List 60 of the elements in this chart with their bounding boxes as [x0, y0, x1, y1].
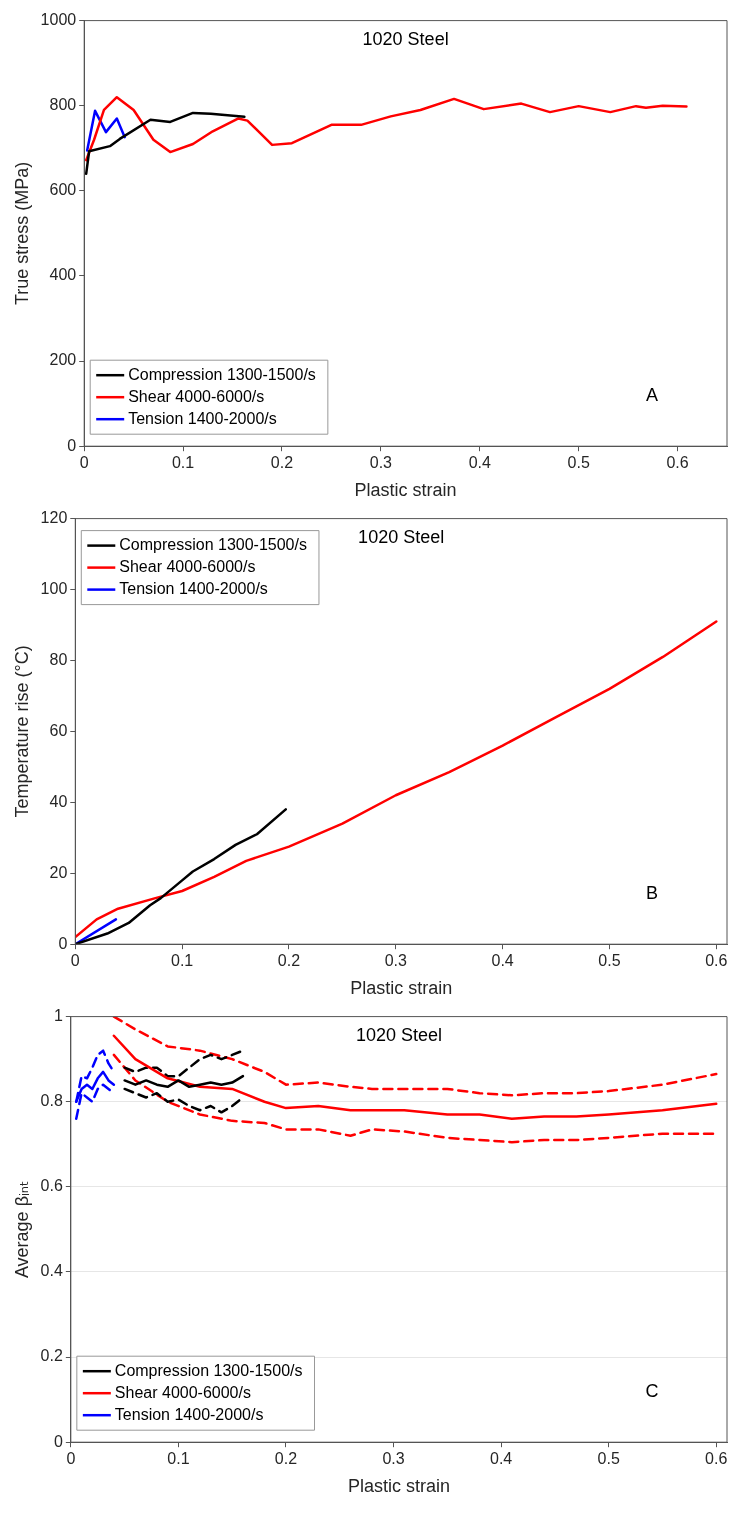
legend-label: Tension 1400-2000/s: [119, 580, 268, 598]
x-tick-label: 0.3: [382, 1450, 405, 1468]
y-tick-label: 1000: [40, 11, 77, 29]
legend-label: Shear 4000-6000/s: [114, 1383, 251, 1401]
y-tick-label: 800: [49, 96, 77, 114]
x-tick-label: 0.1: [171, 454, 195, 472]
legend-label: Compression 1300-1500/s: [128, 365, 316, 383]
annotation: C: [645, 1381, 659, 1402]
legend-label: Tension 1400-2000/s: [128, 409, 277, 427]
x-tick-label: 0.5: [597, 1450, 620, 1468]
legend-label: Tension 1400-2000/s: [114, 1405, 264, 1423]
y-tick-label: 0.4: [40, 1262, 63, 1280]
annotation: A: [645, 385, 659, 406]
text: 1020 Steel: [362, 28, 449, 49]
annotation: B: [645, 883, 659, 904]
y-tick-label: 0: [58, 934, 68, 952]
x-axis-title: Plastic strain: [347, 1476, 450, 1497]
y-tick-label: 600: [49, 181, 77, 199]
legend-label: Shear 4000-6000/s: [119, 558, 256, 576]
x-tick-label: 0.1: [167, 1450, 190, 1468]
x-tick-label: 0.2: [277, 952, 301, 970]
x-tick-label: 0.4: [468, 454, 491, 472]
y-tick-label: 40: [49, 792, 68, 810]
y-axis-title: True stress (MPa): [11, 161, 32, 306]
x-tick-label: 0.2: [274, 1450, 298, 1468]
y-tick-label: 0.6: [40, 1177, 63, 1195]
y-tick-label: 200: [49, 351, 77, 369]
x-tick-label: 0.6: [705, 952, 728, 970]
y-tick-label: 1: [53, 1007, 63, 1025]
y-tick-label: 80: [49, 650, 68, 668]
y-tick-label: 20: [49, 863, 68, 881]
line-series: [112, 1016, 718, 1097]
y-tick-label: 120: [40, 509, 68, 527]
legend-label: Compression 1300-1500/s: [119, 536, 307, 554]
legend-label: Compression 1300-1500/s: [114, 1361, 303, 1379]
x-tick-label: 0.4: [489, 1450, 513, 1468]
x-tick-label: 0.6: [666, 454, 689, 472]
text: 1020 Steel: [355, 1024, 442, 1045]
x-tick-label: 0.3: [384, 952, 408, 970]
legend-label: Shear 4000-6000/s: [128, 387, 265, 405]
x-axis-title: Plastic strain: [350, 978, 453, 999]
y-tick-label: 0.2: [40, 1347, 63, 1365]
y-tick-label: 400: [49, 266, 77, 284]
x-tick-label: 0.6: [705, 1450, 728, 1468]
x-tick-label: 0: [79, 454, 89, 472]
x-tick-label: 0.1: [171, 952, 194, 970]
x-tick-label: 0.5: [567, 454, 590, 472]
y-axis-title: Temperature rise (°C): [11, 645, 32, 818]
y-tick-label: 0.8: [40, 1092, 63, 1110]
y-tick-label: 100: [40, 579, 68, 597]
y-tick-label: 60: [49, 721, 68, 739]
text: 1020 Steel: [358, 526, 445, 547]
x-axis-title: Plastic strain: [354, 480, 457, 501]
x-tick-label: 0.2: [270, 454, 294, 472]
y-tick-label: 0: [67, 436, 77, 454]
x-tick-label: 0.4: [491, 952, 514, 970]
y-axis-title: Average βᵢₙₜ: [11, 1180, 32, 1279]
x-tick-label: 0.3: [369, 454, 393, 472]
x-tick-label: 0.5: [598, 952, 621, 970]
y-tick-label: 0: [53, 1432, 63, 1450]
